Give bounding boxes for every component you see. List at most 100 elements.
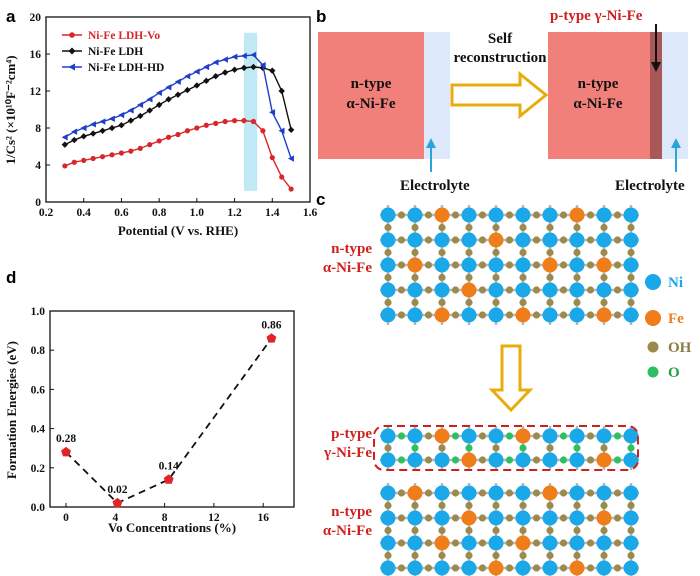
y-tick-label: 12: [30, 86, 42, 98]
hydroxyl-atom: [519, 298, 527, 307]
ni-atom: [623, 560, 639, 576]
hydroxyl-atom: [546, 501, 554, 510]
hydroxyl-atom: [424, 564, 433, 572]
hydroxyl-atom: [586, 311, 595, 319]
p-type-gamma-label: p-type γ-Ni-Fe: [550, 8, 643, 24]
data-point: [287, 126, 295, 134]
legend-o-label: O: [668, 365, 680, 381]
hydroxyl-atom: [532, 564, 541, 572]
hydroxyl-atom: [478, 236, 487, 244]
hydroxyl-atom: [492, 444, 500, 452]
hydroxyl-atom: [478, 514, 487, 522]
hydroxyl-atom: [546, 248, 554, 257]
hydroxyl-atom: [397, 261, 406, 269]
data-point: [89, 121, 96, 128]
data-point: [80, 133, 87, 140]
hydroxyl-atom: [384, 223, 392, 232]
hydroxyl-atom: [478, 489, 487, 497]
legend-ni-label: Ni: [668, 275, 683, 291]
hydroxyl-atom: [397, 211, 406, 219]
hydroxyl-atom: [519, 248, 527, 257]
oxygen-atom: [519, 444, 527, 452]
hydroxyl-atom: [478, 539, 487, 547]
ni-atom: [434, 257, 450, 273]
atom-legend: Ni Fe OH O: [645, 274, 692, 381]
data-point: [128, 148, 134, 154]
ni-atom: [461, 257, 477, 273]
hydroxyl-atom: [478, 211, 487, 219]
data-point: [155, 89, 162, 97]
hydroxyl-atom: [586, 211, 595, 219]
data-point: [99, 127, 106, 134]
hydroxyl-atom: [411, 223, 419, 232]
fe-atom: [569, 207, 585, 223]
data-point: [184, 86, 191, 94]
data-point: [250, 118, 257, 125]
bottom-lattice-label-line1: n-type: [331, 504, 372, 520]
left-alpha-block: [318, 32, 424, 159]
hydroxyl-atom: [465, 223, 473, 232]
ni-atom: [407, 428, 423, 444]
ni-atom: [407, 510, 423, 526]
ni-atom: [596, 485, 612, 501]
data-point: [203, 122, 209, 128]
ni-atom: [542, 510, 558, 526]
hydroxyl-atom: [532, 311, 541, 319]
fe-atom: [434, 307, 450, 323]
data-point: [147, 142, 153, 148]
ni-atom: [623, 428, 639, 444]
hydroxyl-atom: [397, 311, 406, 319]
hydroxyl-atom: [613, 539, 622, 547]
ni-atom: [515, 485, 531, 501]
data-point: [231, 53, 238, 60]
fe-atom: [488, 232, 504, 248]
hydroxyl-atom: [411, 298, 419, 307]
fe-atom: [407, 485, 423, 501]
hydroxyl-atom: [478, 564, 487, 572]
ni-atom: [542, 428, 558, 444]
hydroxyl-atom: [492, 526, 500, 535]
hydroxyl-atom: [384, 526, 392, 535]
data-point: [184, 128, 191, 134]
ni-atom: [380, 282, 396, 298]
left-block-line1: n-type: [351, 76, 392, 92]
hydroxyl-atom: [384, 551, 392, 560]
schematic-c: n-type α-Ni-Fe p-type γ-Ni-Fe n-type α-N…: [323, 205, 692, 576]
data-point: [99, 154, 106, 160]
hydroxyl-atom: [492, 223, 500, 232]
x-tick-label: 16: [257, 512, 269, 524]
hydroxyl-atom: [532, 539, 541, 547]
legend-oh-sphere: [647, 341, 659, 353]
left-electrolyte-region: [424, 32, 450, 159]
x-tick-label: 0: [63, 512, 69, 524]
right-alpha-block: [548, 32, 650, 159]
ni-atom: [515, 560, 531, 576]
hydroxyl-atom: [451, 564, 460, 572]
ni-atom: [515, 452, 531, 468]
hydroxyl-atom: [519, 223, 527, 232]
legend-label-vo: Ni-Fe LDH-Vo: [88, 30, 160, 42]
data-point: [287, 155, 294, 162]
hydroxyl-atom: [438, 298, 446, 307]
ni-atom: [434, 452, 450, 468]
chart-a-ylabel: 1/Cs² (×10¹⁰F⁻²cm⁴): [3, 55, 18, 164]
hydroxyl-atom: [559, 211, 568, 219]
fe-atom: [515, 535, 531, 551]
hydroxyl-atom: [451, 514, 460, 522]
hydroxyl-atom: [505, 564, 514, 572]
ni-atom: [461, 535, 477, 551]
hydroxyl-atom: [613, 489, 622, 497]
legend-oh-label: OH: [668, 340, 692, 356]
legend-fe-sphere: [645, 310, 661, 326]
data-label: 0.86: [261, 319, 281, 331]
data-point: [61, 134, 68, 141]
fe-atom: [461, 510, 477, 526]
oxygen-atom: [613, 432, 622, 440]
hydroxyl-atom: [411, 273, 419, 282]
oxygen-atom: [559, 432, 568, 440]
gamma-pointer-arrowhead: [651, 62, 661, 72]
hydroxyl-atom: [627, 248, 635, 257]
legend-label-ldh: Ni-Fe LDH: [88, 46, 143, 58]
hydroxyl-atom: [451, 211, 460, 219]
hydroxyl-atom: [438, 526, 446, 535]
